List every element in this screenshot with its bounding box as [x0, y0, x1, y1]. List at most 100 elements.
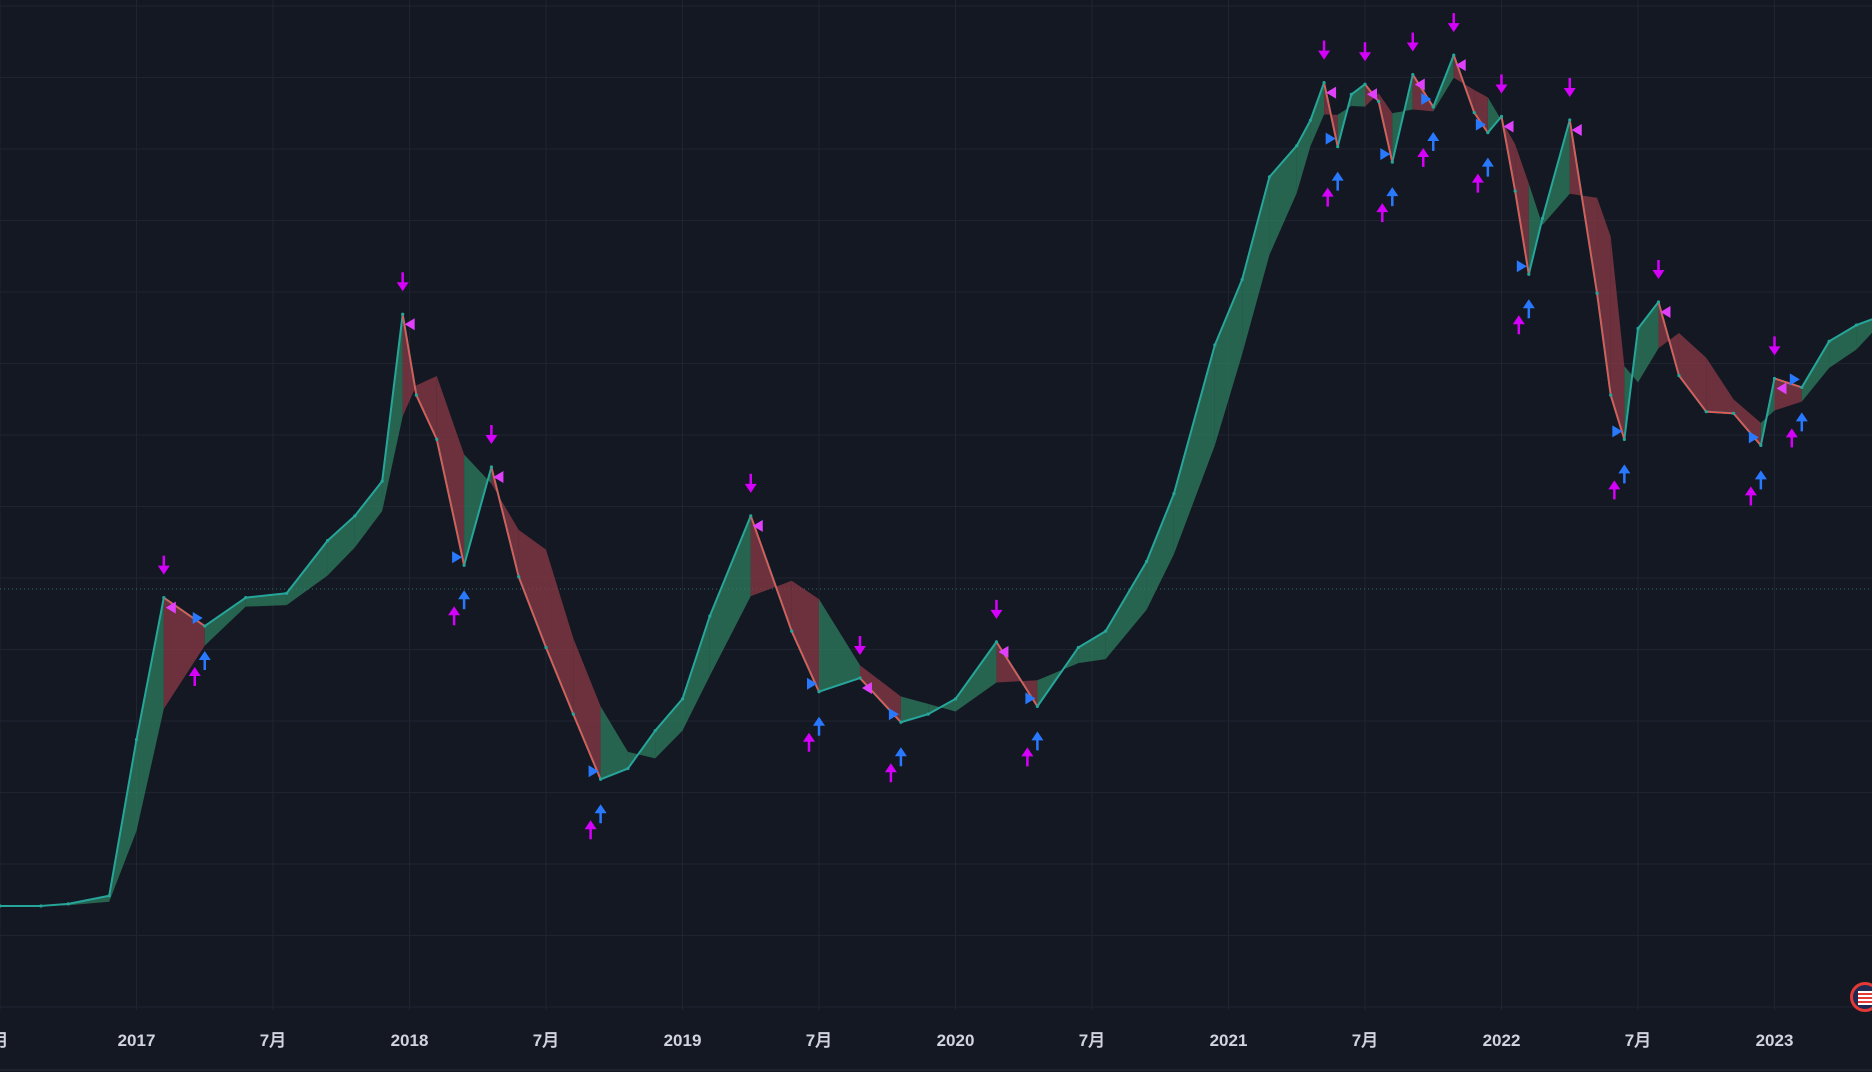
x-tick-label: 月: [0, 1031, 9, 1050]
data-point: [1540, 216, 1545, 220]
band-segment-bear: [859, 665, 901, 723]
data-point: [134, 737, 139, 742]
band-segment-bull: [709, 515, 751, 676]
triangle-right-icon: [588, 765, 599, 778]
data-point: [926, 712, 930, 716]
price-down-segment: [1774, 377, 1803, 389]
sell-arrow-icon: [485, 424, 498, 444]
band-segment-bull: [600, 706, 628, 780]
price-down-segment: [1609, 394, 1626, 440]
data-point: [1731, 411, 1736, 416]
x-tick-label: 2021: [1210, 1031, 1248, 1050]
triangle-left-icon: [1660, 305, 1671, 318]
buy-arrow-icon: [1795, 412, 1808, 432]
x-tick-label: 7月: [1079, 1031, 1105, 1050]
data-point: [1513, 189, 1517, 193]
band-segment-bear: [1597, 197, 1611, 396]
data-point: [899, 720, 903, 724]
x-tick-label: 7月: [533, 1031, 559, 1050]
triangle-left-icon: [861, 682, 872, 695]
data-point: [626, 766, 630, 771]
x-tick-label: 7月: [806, 1031, 832, 1050]
price-down-segment: [1678, 375, 1707, 413]
buy-arrow-icon: [1608, 480, 1621, 500]
price-down-segment: [790, 630, 820, 693]
data-point: [708, 614, 712, 618]
price-down-segment: [1500, 116, 1516, 192]
band-segment-bull: [819, 599, 860, 692]
band-segment-bear: [1610, 236, 1625, 440]
band-segment-bull: [1528, 183, 1543, 275]
band-segment-bull: [286, 540, 328, 606]
x-tick-label: 2018: [391, 1031, 429, 1050]
price-down-segment: [490, 466, 520, 577]
data-point: [1568, 118, 1572, 122]
band-segment-bull: [1801, 341, 1830, 402]
data-point: [1308, 118, 1312, 122]
data-point: [1827, 339, 1831, 343]
band-segment-bull: [1173, 344, 1215, 555]
band-segment-bull: [136, 597, 164, 831]
x-tick-label: 7月: [1352, 1031, 1378, 1050]
band-segment-bull: [1829, 325, 1857, 369]
triangle-left-icon: [1503, 120, 1514, 133]
data-point: [953, 697, 958, 701]
data-point: [489, 465, 493, 469]
data-point: [858, 676, 862, 680]
data-point: [1772, 376, 1777, 381]
band-segment-bull: [1269, 145, 1297, 255]
buy-arrow-icon: [448, 606, 461, 626]
sell-arrow-icon: [853, 636, 866, 656]
triangle-right-icon: [807, 677, 817, 690]
band-segment-bull: [1351, 84, 1365, 107]
data-point: [1759, 443, 1763, 448]
price-down-segment: [572, 713, 602, 780]
triangle-right-icon: [192, 612, 203, 625]
data-point: [1472, 110, 1476, 115]
data-point: [1595, 291, 1599, 295]
data-point: [1677, 373, 1681, 378]
buy-arrow-icon: [1471, 173, 1484, 193]
data-point: [353, 514, 357, 518]
buy-arrow-icon: [1376, 203, 1389, 223]
band-segment-bear: [546, 549, 574, 715]
triangle-left-icon: [1455, 59, 1466, 72]
buy-arrow-icon: [458, 590, 471, 610]
buy-arrow-icon: [1522, 299, 1535, 319]
price-down-segment: [1377, 101, 1394, 163]
data-point: [1609, 393, 1613, 397]
grid-layer: [0, 0, 1872, 1010]
band-segment-bull: [1146, 493, 1174, 610]
buy-arrow-icon: [1331, 171, 1344, 191]
data-point: [1267, 175, 1272, 179]
price-down-segment: [1706, 410, 1734, 415]
band-segment-bear: [1733, 399, 1761, 446]
triangle-left-icon: [404, 318, 415, 331]
buy-arrow-icon: [894, 747, 907, 767]
buy-arrow-icon: [584, 820, 597, 840]
triangle-right-icon: [452, 551, 463, 564]
triangle-right-icon: [1421, 92, 1432, 105]
data-point: [544, 645, 548, 650]
band-segment-bull: [655, 698, 683, 759]
us-flag-icon[interactable]: [1850, 982, 1872, 1012]
sell-arrow-icon: [1495, 74, 1508, 94]
band-segment-bull: [1105, 561, 1147, 660]
data-point: [994, 640, 999, 644]
data-point: [285, 591, 289, 595]
data-point: [39, 904, 43, 908]
triangle-left-icon: [998, 645, 1009, 658]
buy-arrow-icon: [1427, 131, 1440, 151]
buy-arrow-icon: [813, 716, 825, 736]
data-point: [1452, 53, 1456, 57]
signal-marker-layer: [157, 13, 1808, 840]
buy-arrow-icon: [198, 651, 211, 671]
band-segment-bull: [204, 597, 246, 646]
data-point: [66, 902, 70, 906]
data-point: [571, 712, 575, 716]
band-segment-bear: [518, 529, 546, 648]
triangle-left-icon: [1776, 382, 1787, 395]
data-point: [380, 479, 384, 483]
